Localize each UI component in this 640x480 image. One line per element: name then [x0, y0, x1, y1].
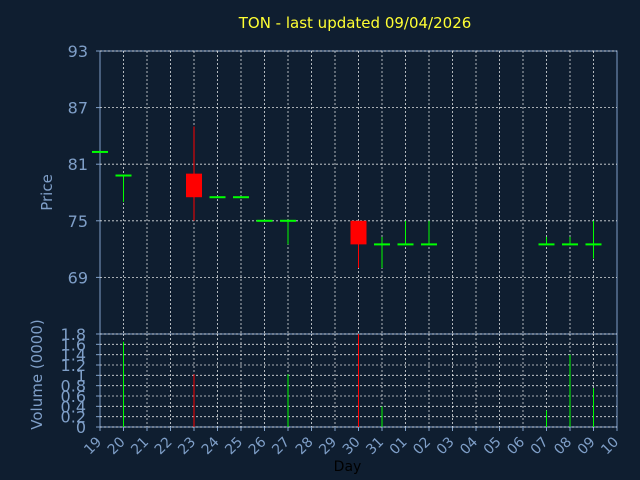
- candle-02: [421, 220, 437, 246]
- volume-y-tick-label: 0: [76, 418, 86, 437]
- chart-title: TON - last updated 09/04/2026: [238, 14, 472, 32]
- x-tick-label: 02: [410, 434, 434, 458]
- x-tick-label: 31: [363, 434, 387, 458]
- volume-y-tick-label: 0.4: [61, 397, 86, 416]
- x-tick-label: 28: [293, 434, 317, 458]
- volume-y-tick-label: 0.6: [61, 387, 86, 406]
- candle-23: [186, 126, 202, 221]
- volume-axis-title: Volume (0000): [28, 319, 46, 429]
- x-tick-label: 22: [152, 434, 176, 458]
- candle-30: [350, 220, 367, 268]
- price-y-tick-label: 69: [68, 268, 88, 287]
- x-tick-label: 24: [199, 434, 223, 458]
- x-tick-label: 26: [246, 434, 270, 458]
- x-tick-label: 27: [269, 434, 293, 458]
- candle-08: [562, 236, 578, 246]
- volume-y-tick-label: 1.8: [61, 325, 86, 344]
- x-tick-label: 08: [551, 434, 575, 458]
- price-axis-title: Price: [38, 174, 56, 211]
- x-tick-label: 05: [481, 434, 505, 458]
- x-tick-label: 19: [81, 434, 105, 458]
- x-tick-label: 25: [222, 434, 246, 458]
- x-tick-label: 04: [457, 434, 481, 458]
- volume-y-tick-label: 1.6: [61, 335, 86, 354]
- candle-07: [538, 236, 555, 246]
- price-y-tick-label: 87: [68, 99, 88, 118]
- price-y-tick-label: 93: [68, 42, 88, 61]
- candle-27: [280, 219, 296, 245]
- volume-y-tick-label: 1: [76, 366, 86, 385]
- x-tick-label: 10: [598, 434, 622, 458]
- volume-y-tick-label: 0.2: [61, 408, 86, 427]
- volume-y-tick-label: 0.8: [61, 377, 86, 396]
- candle-body: [350, 220, 367, 245]
- candle-01: [397, 220, 414, 246]
- candle-body: [186, 173, 202, 198]
- price-y-tick-label: 81: [68, 155, 88, 174]
- x-tick-label: 01: [387, 434, 411, 458]
- x-tick-label: 03: [434, 434, 458, 458]
- x-axis-title: Day: [334, 459, 362, 475]
- x-tick-label: 20: [105, 434, 129, 458]
- candle-20: [115, 174, 132, 202]
- x-tick-label: 06: [504, 434, 528, 458]
- volume-y-tick-label: 1.4: [61, 346, 86, 365]
- candle-09: [585, 220, 602, 259]
- x-tick-label: 09: [575, 434, 599, 458]
- price-y-tick-label: 75: [68, 212, 88, 231]
- candle-31: [374, 236, 390, 268]
- x-tick-label: 29: [316, 434, 340, 458]
- x-tick-label: 21: [128, 434, 152, 458]
- volume-y-tick-label: 1.2: [61, 356, 86, 375]
- x-tick-label: 07: [528, 434, 552, 458]
- x-tick-label: 30: [340, 434, 364, 458]
- x-tick-label: 23: [175, 434, 199, 458]
